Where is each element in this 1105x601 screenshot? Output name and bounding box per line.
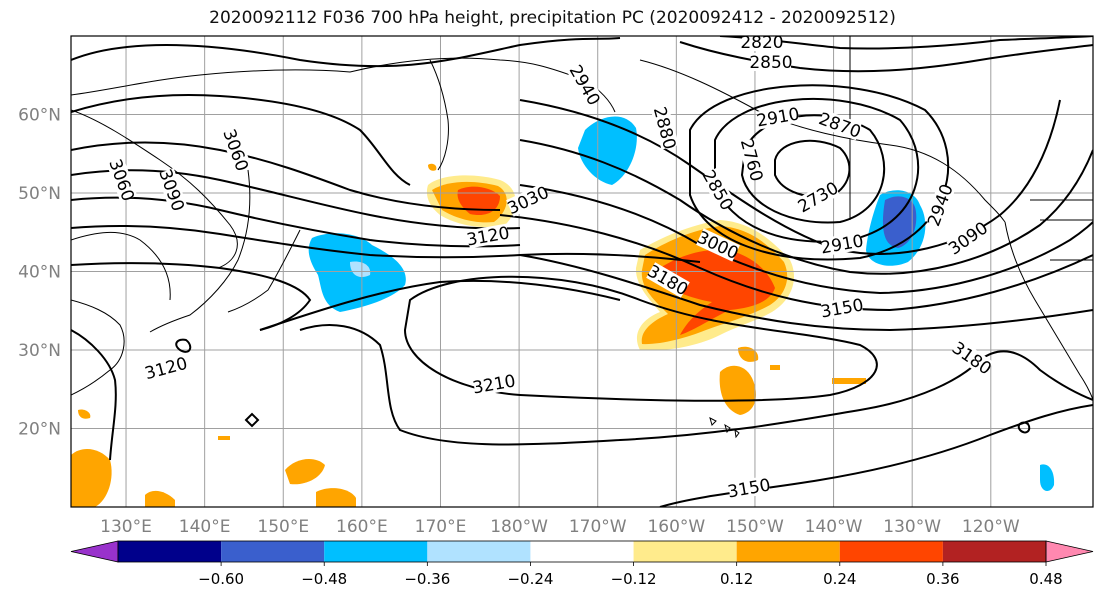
contour-label-bg xyxy=(220,128,252,172)
lon-tick-label: 140°W xyxy=(805,517,863,537)
contour-label-bg xyxy=(700,168,736,212)
colorbar-bin xyxy=(530,541,634,562)
lon-tick-labels: 130°E 140°E 150°E 160°E 170°E 180°W 170°W 160°W… xyxy=(100,517,1020,537)
colorbar-bin xyxy=(942,541,1046,562)
contour-label-bg xyxy=(144,354,188,382)
colorbar-tick-label: −0.12 xyxy=(611,570,657,588)
colorbar-tick-label: −0.60 xyxy=(198,570,244,588)
contour-label-bg xyxy=(156,168,188,212)
contour-label-bg xyxy=(796,179,840,215)
contour-label-bg xyxy=(950,339,994,377)
lat-tick-label: 60°N xyxy=(18,106,61,126)
contour-label-bg xyxy=(472,371,516,397)
contour-label-bg xyxy=(696,228,740,262)
contour-label-bg xyxy=(751,53,791,71)
contour-label: 2850 xyxy=(749,53,792,73)
colorbar-frame xyxy=(117,540,1047,563)
precip-shading xyxy=(71,116,1055,507)
colorbar-bin xyxy=(324,541,428,562)
lon-tick-label: 160°W xyxy=(647,517,705,537)
lon-tick-label: 170°E xyxy=(415,517,467,537)
lat-tick-labels: 60°N 50°N 40°N 30°N 20°N xyxy=(18,106,61,440)
contour-label-bg xyxy=(567,63,603,107)
lon-tick-label: 140°E xyxy=(179,517,231,537)
colorbar-tick-label: −0.36 xyxy=(404,570,450,588)
map-frame xyxy=(70,35,1094,508)
colorbar-tick-label: 0.48 xyxy=(1029,570,1062,588)
lon-tick-label: 130°W xyxy=(883,517,941,537)
map-title: 2020092112 F036 700 hPa height, precipit… xyxy=(209,8,896,28)
contour-label-bg xyxy=(651,106,679,150)
lat-tick-label: 30°N xyxy=(18,341,61,361)
contour-label-bg xyxy=(106,158,138,202)
colorbar-tick-label: −0.48 xyxy=(301,570,347,588)
colorbar-bin xyxy=(427,541,531,562)
contour-label-bg xyxy=(946,219,990,257)
contour-label-bg xyxy=(738,138,766,182)
contour-label: 2820 xyxy=(740,33,783,53)
colorbar-extend-low xyxy=(70,540,119,563)
colorbar-bin xyxy=(221,541,325,562)
contour-label-bg xyxy=(466,223,510,249)
colorbar-tick-label: −0.24 xyxy=(507,570,553,588)
colorbar-bin xyxy=(118,541,222,562)
lat-tick-label: 20°N xyxy=(18,420,61,440)
lon-tick-label: 150°E xyxy=(257,517,309,537)
contour-label-bg xyxy=(756,104,800,130)
contour-label-bg xyxy=(742,36,782,51)
contour-label-bg xyxy=(646,262,690,298)
colorbar-tick-label: 0.36 xyxy=(926,570,959,588)
lon-tick-label: 170°W xyxy=(569,517,627,537)
lon-tick-label: 160°E xyxy=(336,517,388,537)
contour-label-bg xyxy=(924,183,956,227)
colorbar-bin xyxy=(633,541,737,562)
contour-label-bg xyxy=(820,231,864,257)
colorbar-tick-label: 0.24 xyxy=(823,570,856,588)
lon-tick-label: 130°E xyxy=(100,517,152,537)
contour-label-bg xyxy=(820,295,864,321)
contour-label-bg xyxy=(727,475,771,501)
lat-tick-label: 50°N xyxy=(18,184,61,204)
lon-tick-label: 150°W xyxy=(726,517,784,537)
colorbar-extend-high xyxy=(1045,540,1094,563)
colorbar-tick-label: 0.12 xyxy=(720,570,753,588)
lon-tick-label: 120°W xyxy=(962,517,1020,537)
lat-tick-label: 40°N xyxy=(18,263,61,283)
contour-label-bg xyxy=(818,109,862,141)
contour-label-bg xyxy=(506,183,550,217)
colorbar-bin xyxy=(839,541,943,562)
colorbar-bin xyxy=(736,541,840,562)
lon-tick-label: 180°W xyxy=(490,517,548,537)
